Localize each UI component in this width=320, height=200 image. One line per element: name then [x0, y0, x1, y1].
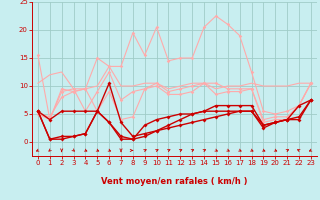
X-axis label: Vent moyen/en rafales ( km/h ): Vent moyen/en rafales ( km/h )	[101, 177, 248, 186]
